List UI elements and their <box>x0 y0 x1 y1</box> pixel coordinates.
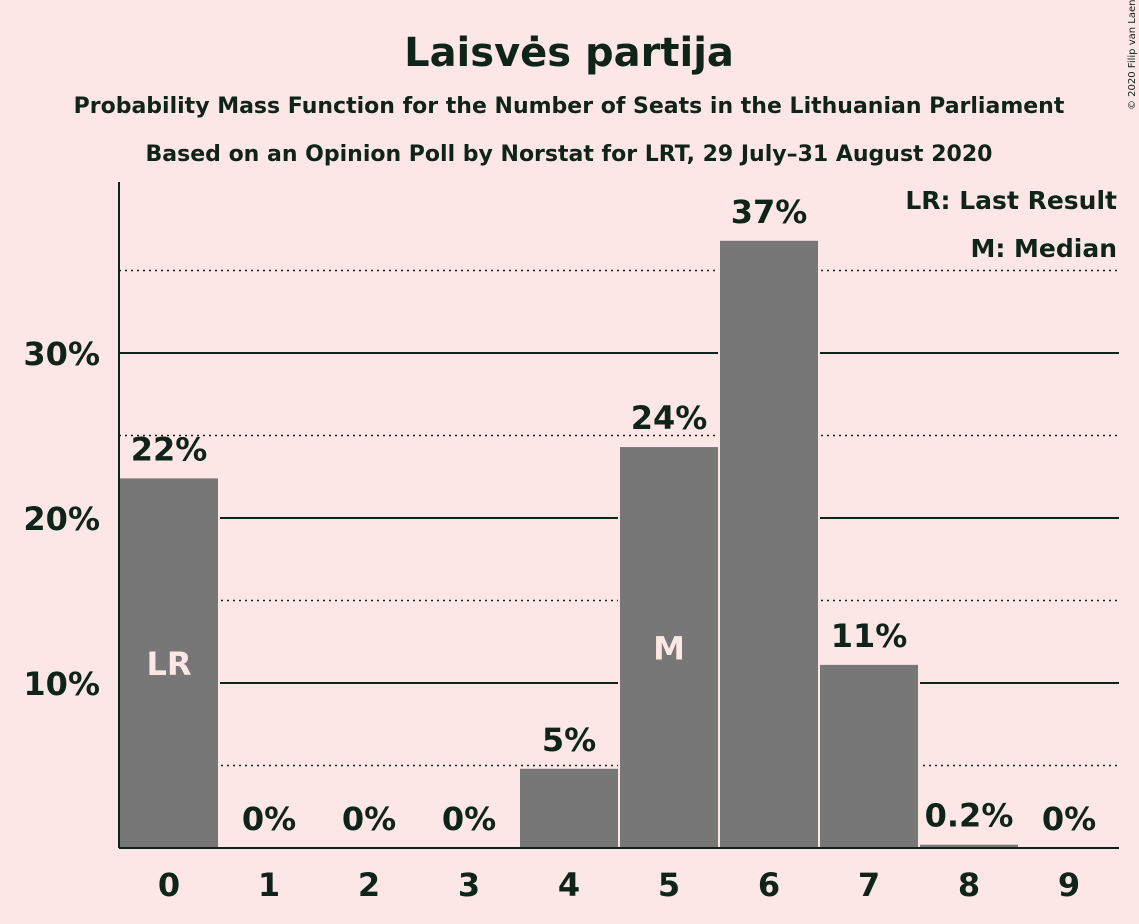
legend-median: M: Median <box>970 234 1117 263</box>
chart-subtitle-2: Based on an Opinion Poll by Norstat for … <box>146 142 993 167</box>
x-tick-label: 7 <box>858 866 880 904</box>
bar <box>820 664 918 848</box>
x-tick-label: 1 <box>258 866 280 904</box>
x-tick-label: 5 <box>658 866 680 904</box>
copyright-text: © 2020 Filip van Laenen <box>1127 0 1138 110</box>
bar <box>120 478 218 848</box>
x-tick-label: 9 <box>1058 866 1080 904</box>
y-tick-label: 10% <box>23 665 100 703</box>
x-tick-label: 6 <box>758 866 780 904</box>
data-label: 0.2% <box>925 797 1014 835</box>
data-label: 24% <box>631 399 708 437</box>
y-tick-label: 30% <box>23 335 100 373</box>
axis-layer: 10% 20% 30% 0 1 2 3 4 5 6 7 8 9 <box>23 182 1119 904</box>
bar-annotation-lr: LR <box>146 645 191 683</box>
legend-last-result: LR: Last Result <box>905 186 1117 215</box>
bars-layer <box>118 238 1020 849</box>
x-tick-label: 2 <box>358 866 380 904</box>
labels-layer: 22% 0% 0% 0% 5% 24% 37% 11% 0.2% 0% LR M <box>131 193 1096 838</box>
bar <box>620 447 718 848</box>
data-label: 37% <box>731 193 808 231</box>
data-label: 11% <box>831 617 908 655</box>
data-label: 0% <box>242 800 296 838</box>
data-label: 0% <box>1042 800 1096 838</box>
x-tick-label: 8 <box>958 866 980 904</box>
bar <box>920 844 1018 848</box>
bar <box>720 240 818 849</box>
x-tick-label: 0 <box>158 866 180 904</box>
x-tick-label: 4 <box>558 866 580 904</box>
chart-title: Laisvės partija <box>404 30 734 76</box>
data-label: 0% <box>342 800 396 838</box>
x-tick-label: 3 <box>458 866 480 904</box>
chart-subtitle: Probability Mass Function for the Number… <box>74 94 1065 119</box>
y-tick-label: 20% <box>23 500 100 538</box>
bar <box>520 768 618 848</box>
data-label: 22% <box>131 430 208 468</box>
data-label: 5% <box>542 721 596 759</box>
data-label: 0% <box>442 800 496 838</box>
bar-annotation-m: M <box>653 630 685 668</box>
